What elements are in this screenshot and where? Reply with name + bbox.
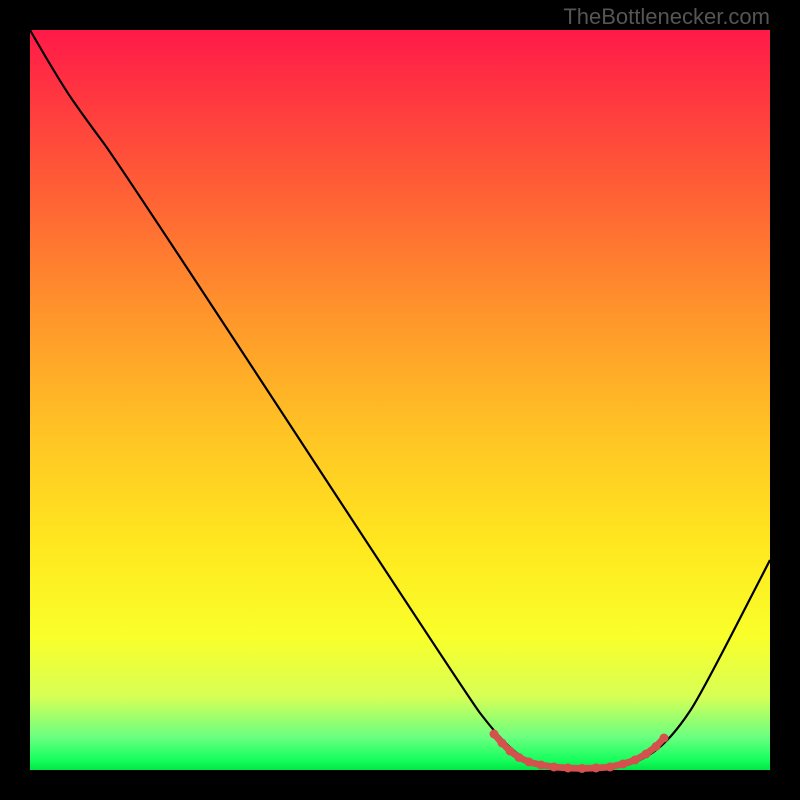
plot-background: [30, 30, 770, 770]
bottleneck-chart: [0, 0, 800, 800]
watermark-text: TheBottlenecker.com: [563, 4, 770, 30]
